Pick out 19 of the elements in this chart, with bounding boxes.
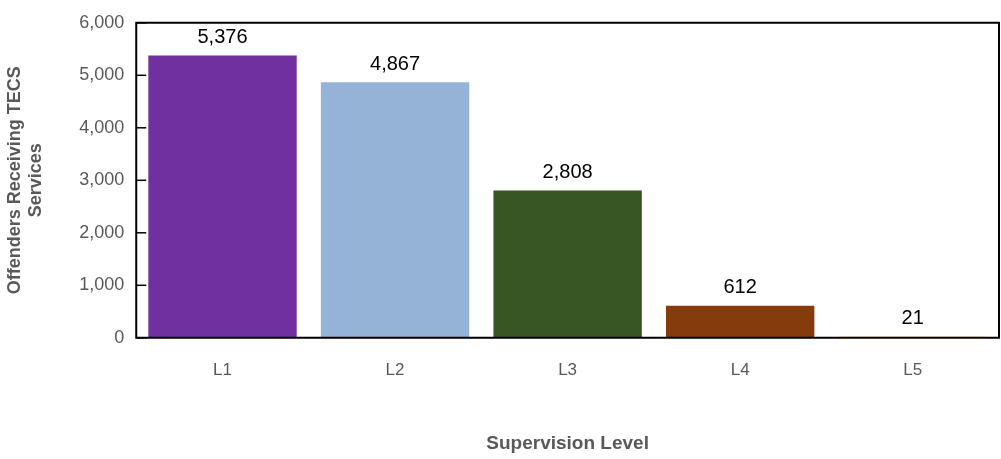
x-tick-label: L1 bbox=[213, 359, 232, 379]
data-label: 612 bbox=[723, 275, 757, 298]
y-tick-label: 1,000 bbox=[79, 274, 125, 295]
data-label: 2,808 bbox=[542, 159, 593, 182]
y-tick-label: 6,000 bbox=[79, 11, 125, 32]
y-tick-label: 4,000 bbox=[79, 116, 125, 137]
x-tick-label: L5 bbox=[903, 359, 923, 379]
data-label: 5,376 bbox=[197, 25, 248, 48]
x-axis-title: Supervision Level bbox=[486, 431, 649, 453]
y-tick-label: 5,000 bbox=[79, 64, 125, 85]
x-tick-label: L4 bbox=[730, 359, 750, 379]
data-label: 4,867 bbox=[370, 51, 421, 74]
x-tick-label: L3 bbox=[558, 359, 578, 379]
y-tick-label: 2,000 bbox=[79, 221, 125, 242]
x-tick-label: L2 bbox=[385, 359, 405, 379]
data-label: 21 bbox=[901, 306, 924, 329]
y-tick-label: 0 bbox=[114, 326, 125, 347]
y-axis-title: Offenders Receiving TECS Services bbox=[3, 66, 46, 295]
y-tick-label: 3,000 bbox=[79, 169, 125, 190]
